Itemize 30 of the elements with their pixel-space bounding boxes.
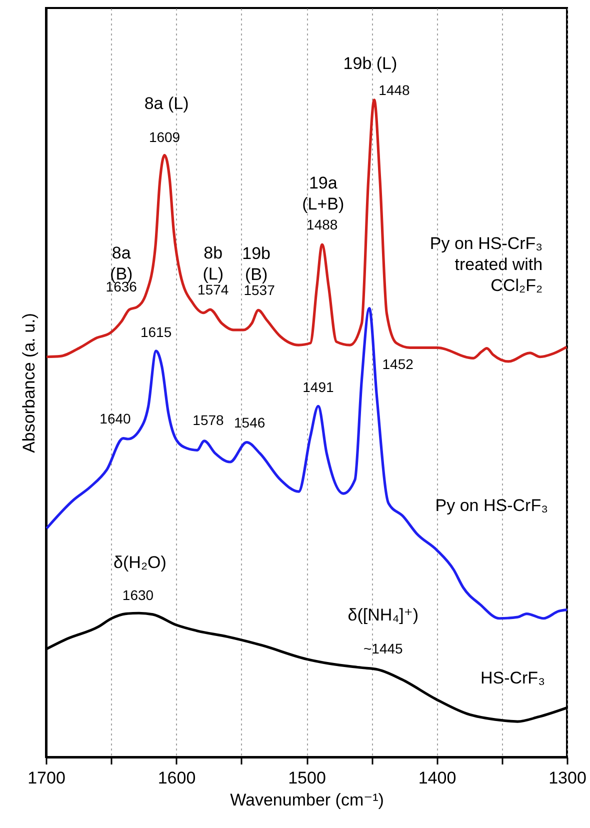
annotation: 1448: [378, 82, 410, 98]
annotation: 8b (L): [202, 244, 224, 284]
series-label: HS-CrF₃: [480, 668, 545, 688]
annotation: 19b (L): [343, 54, 398, 73]
series-label: Py on HS-CrF₃: [435, 496, 548, 515]
x-axis-title: Wavenumber (cm⁻¹): [230, 790, 384, 810]
annotation: 1546: [234, 414, 266, 430]
annotation: 1452: [382, 356, 414, 372]
annotation: 1491: [302, 379, 334, 396]
annotation: 1537: [244, 282, 276, 298]
annotation: 1574: [198, 282, 229, 298]
annotation: 1609: [148, 129, 180, 146]
annotation: 1640: [100, 410, 132, 426]
annotation: δ(H₂O): [114, 553, 166, 572]
x-tick-label: 1300: [548, 768, 586, 788]
x-tick-label: 1400: [418, 768, 456, 788]
annotation: 1578: [192, 412, 224, 428]
annotation: 8a (L): [144, 94, 189, 114]
annotation: 19b (B): [242, 244, 270, 284]
annotation: 1630: [122, 587, 154, 604]
x-tick-label: 1600: [158, 768, 196, 788]
annotation: 19a (L+B): [302, 174, 344, 214]
annotation: 1488: [306, 216, 338, 233]
text: Py on HS-CrF₃ treated with CCl₂F₂: [430, 234, 543, 296]
annotation: δ([NH₄]⁺): [348, 606, 418, 625]
x-tick-label: 1700: [28, 768, 66, 788]
x-tick-label: 1500: [288, 768, 326, 788]
annotation: ~1445: [363, 640, 404, 657]
annotation: 1615: [140, 324, 172, 340]
y-axis-title: Absorbance (a. u.): [20, 313, 38, 453]
